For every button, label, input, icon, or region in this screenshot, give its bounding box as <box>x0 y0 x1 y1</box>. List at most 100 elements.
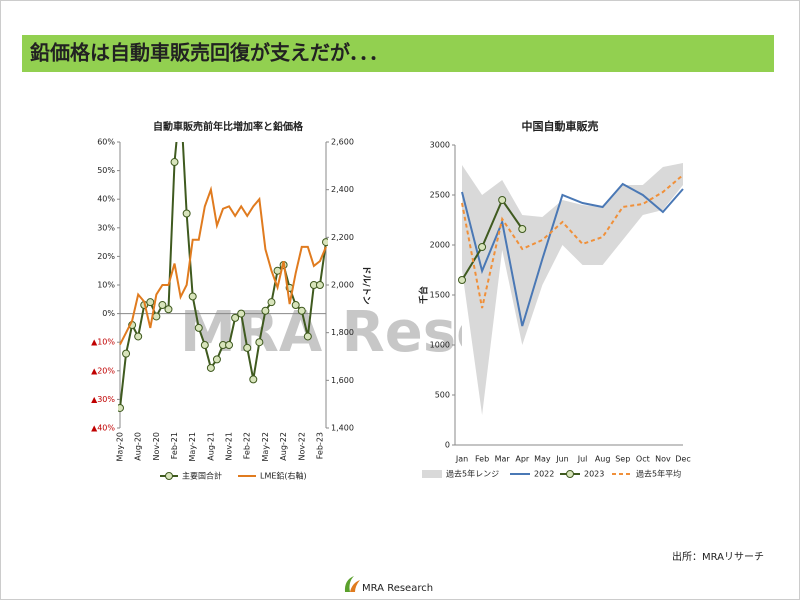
x-tick-label: Dec <box>675 455 690 464</box>
x-tick-label: Nov <box>655 455 671 464</box>
y-tick-label: ▲40% <box>91 424 115 433</box>
point-marker <box>212 355 221 364</box>
point-marker <box>498 196 507 204</box>
legend-label: 主要国合計 <box>182 471 222 481</box>
point-marker <box>297 306 306 315</box>
y-tick-label: 500 <box>435 391 450 400</box>
point-marker <box>518 225 527 233</box>
point-marker <box>231 313 240 322</box>
point-marker <box>261 306 270 315</box>
legend-marker <box>165 472 173 480</box>
x-tick-label: Nov-21 <box>225 432 234 460</box>
point-marker <box>134 332 143 341</box>
x-tick-label: Oct <box>636 455 650 464</box>
x-tick-label: Aug-20 <box>134 432 143 461</box>
y-tick-label: 10% <box>97 281 115 290</box>
x-tick-label: May-20 <box>116 432 125 461</box>
point-marker <box>182 209 191 218</box>
y-tick-label: 20% <box>97 252 115 261</box>
point-marker <box>206 363 215 372</box>
charts: 自動車販売前年比増加率と鉛価格 ▲40% ▲30% ▲20% ▲10% 0% 10% 20% 3… <box>91 119 691 481</box>
x-tick-label: Aug <box>595 455 611 464</box>
x-tick-label: Apr <box>515 455 530 464</box>
x-tick-label: Nov-20 <box>152 432 161 460</box>
point-marker <box>146 298 155 307</box>
x-tick-label: Mar <box>495 455 511 464</box>
title-bar <box>22 35 774 72</box>
y-tick-label: 3000 <box>430 141 450 150</box>
x-tick-label: Feb-23 <box>315 432 324 459</box>
point-marker <box>255 338 264 347</box>
y-axis-label: 千台 <box>418 286 430 304</box>
y-tick-label: 40% <box>97 195 115 204</box>
y2-tick-label: 2,000 <box>331 281 354 290</box>
chart: 自動車販売前年比増加率と鉛価格 ▲40% ▲30% ▲20% ▲10% 0% 10% 20% 3… <box>91 120 372 481</box>
point-marker <box>225 341 234 350</box>
point-marker <box>237 309 246 318</box>
plot-area <box>458 163 684 415</box>
slide-title: 鉛価格は自動車販売回復が支えだが．．． <box>30 41 389 65</box>
y-tick-label: 0 <box>445 441 450 450</box>
x-tick-label: Jul <box>577 455 588 464</box>
point-marker <box>164 305 173 314</box>
y2-tick-label: 2,600 <box>331 138 354 147</box>
y2-tick-label: 2,400 <box>331 185 354 194</box>
y-tick-label: 30% <box>97 223 115 232</box>
series-line <box>461 182 684 327</box>
logo-text: MRA Research <box>362 583 433 594</box>
y-tick-label: 1000 <box>430 341 450 350</box>
point-marker <box>122 349 131 358</box>
legend-label: 2022 <box>534 470 554 479</box>
y2-tick-label: 1,800 <box>331 328 354 337</box>
logo: MRA Research <box>344 576 433 594</box>
y-tick-label: ▲30% <box>91 395 115 404</box>
x-tick-label: May-21 <box>188 432 197 461</box>
point-marker <box>152 312 161 321</box>
legend-label: 過去5年レンジ <box>446 469 499 479</box>
point-marker <box>315 281 324 289</box>
point-marker <box>267 298 276 307</box>
y2-tick-label: 2,200 <box>331 233 354 242</box>
y-tick-label: 2500 <box>430 191 450 200</box>
y-tick-label: ▲10% <box>91 338 115 347</box>
series-line <box>461 174 684 309</box>
x-tick-label: Feb-22 <box>243 432 252 459</box>
x-tick-label: Jan <box>455 455 468 464</box>
x-tick-label: Sep <box>615 455 630 464</box>
point-marker <box>249 375 258 384</box>
range-area <box>462 163 683 415</box>
y2-tick-label: 1,400 <box>331 424 354 433</box>
point-marker <box>158 301 167 310</box>
series-line <box>461 197 524 281</box>
point-marker <box>458 276 466 284</box>
point-marker <box>303 332 312 341</box>
y-tick-label: 0% <box>102 309 115 318</box>
x-tick-label: May-22 <box>261 432 270 461</box>
legend-label: 2023 <box>584 470 604 479</box>
logo-icon <box>350 580 360 592</box>
point-marker <box>170 158 179 167</box>
legend-marker <box>566 470 574 478</box>
x-tick-label: Aug-22 <box>279 432 288 461</box>
chart-title: 中国自動車販売 <box>522 119 599 133</box>
series-line <box>119 185 327 346</box>
y-tick-label: ▲20% <box>91 366 115 375</box>
x-tick-label: Feb <box>475 455 489 464</box>
y-tick-label: 50% <box>97 166 115 175</box>
y-tick-label: 1500 <box>430 291 450 300</box>
plot-area <box>118 142 328 412</box>
logo-icon <box>344 576 354 592</box>
chart-title: 自動車販売前年比増加率と鉛価格 <box>153 120 304 133</box>
x-tick-label: Nov-22 <box>297 432 306 460</box>
legend-label: LME鉛(右軸) <box>260 471 307 481</box>
point-marker <box>188 292 197 301</box>
point-marker <box>118 403 124 412</box>
y2-axis-label: ドル/トン <box>361 265 372 304</box>
point-marker <box>200 341 209 350</box>
point-marker <box>243 343 252 352</box>
source-note: 出所：MRAリサーチ <box>672 550 764 563</box>
x-tick-label: May <box>534 455 551 464</box>
y2-tick-label: 1,600 <box>331 376 354 385</box>
x-tick-label: Jun <box>555 455 569 464</box>
